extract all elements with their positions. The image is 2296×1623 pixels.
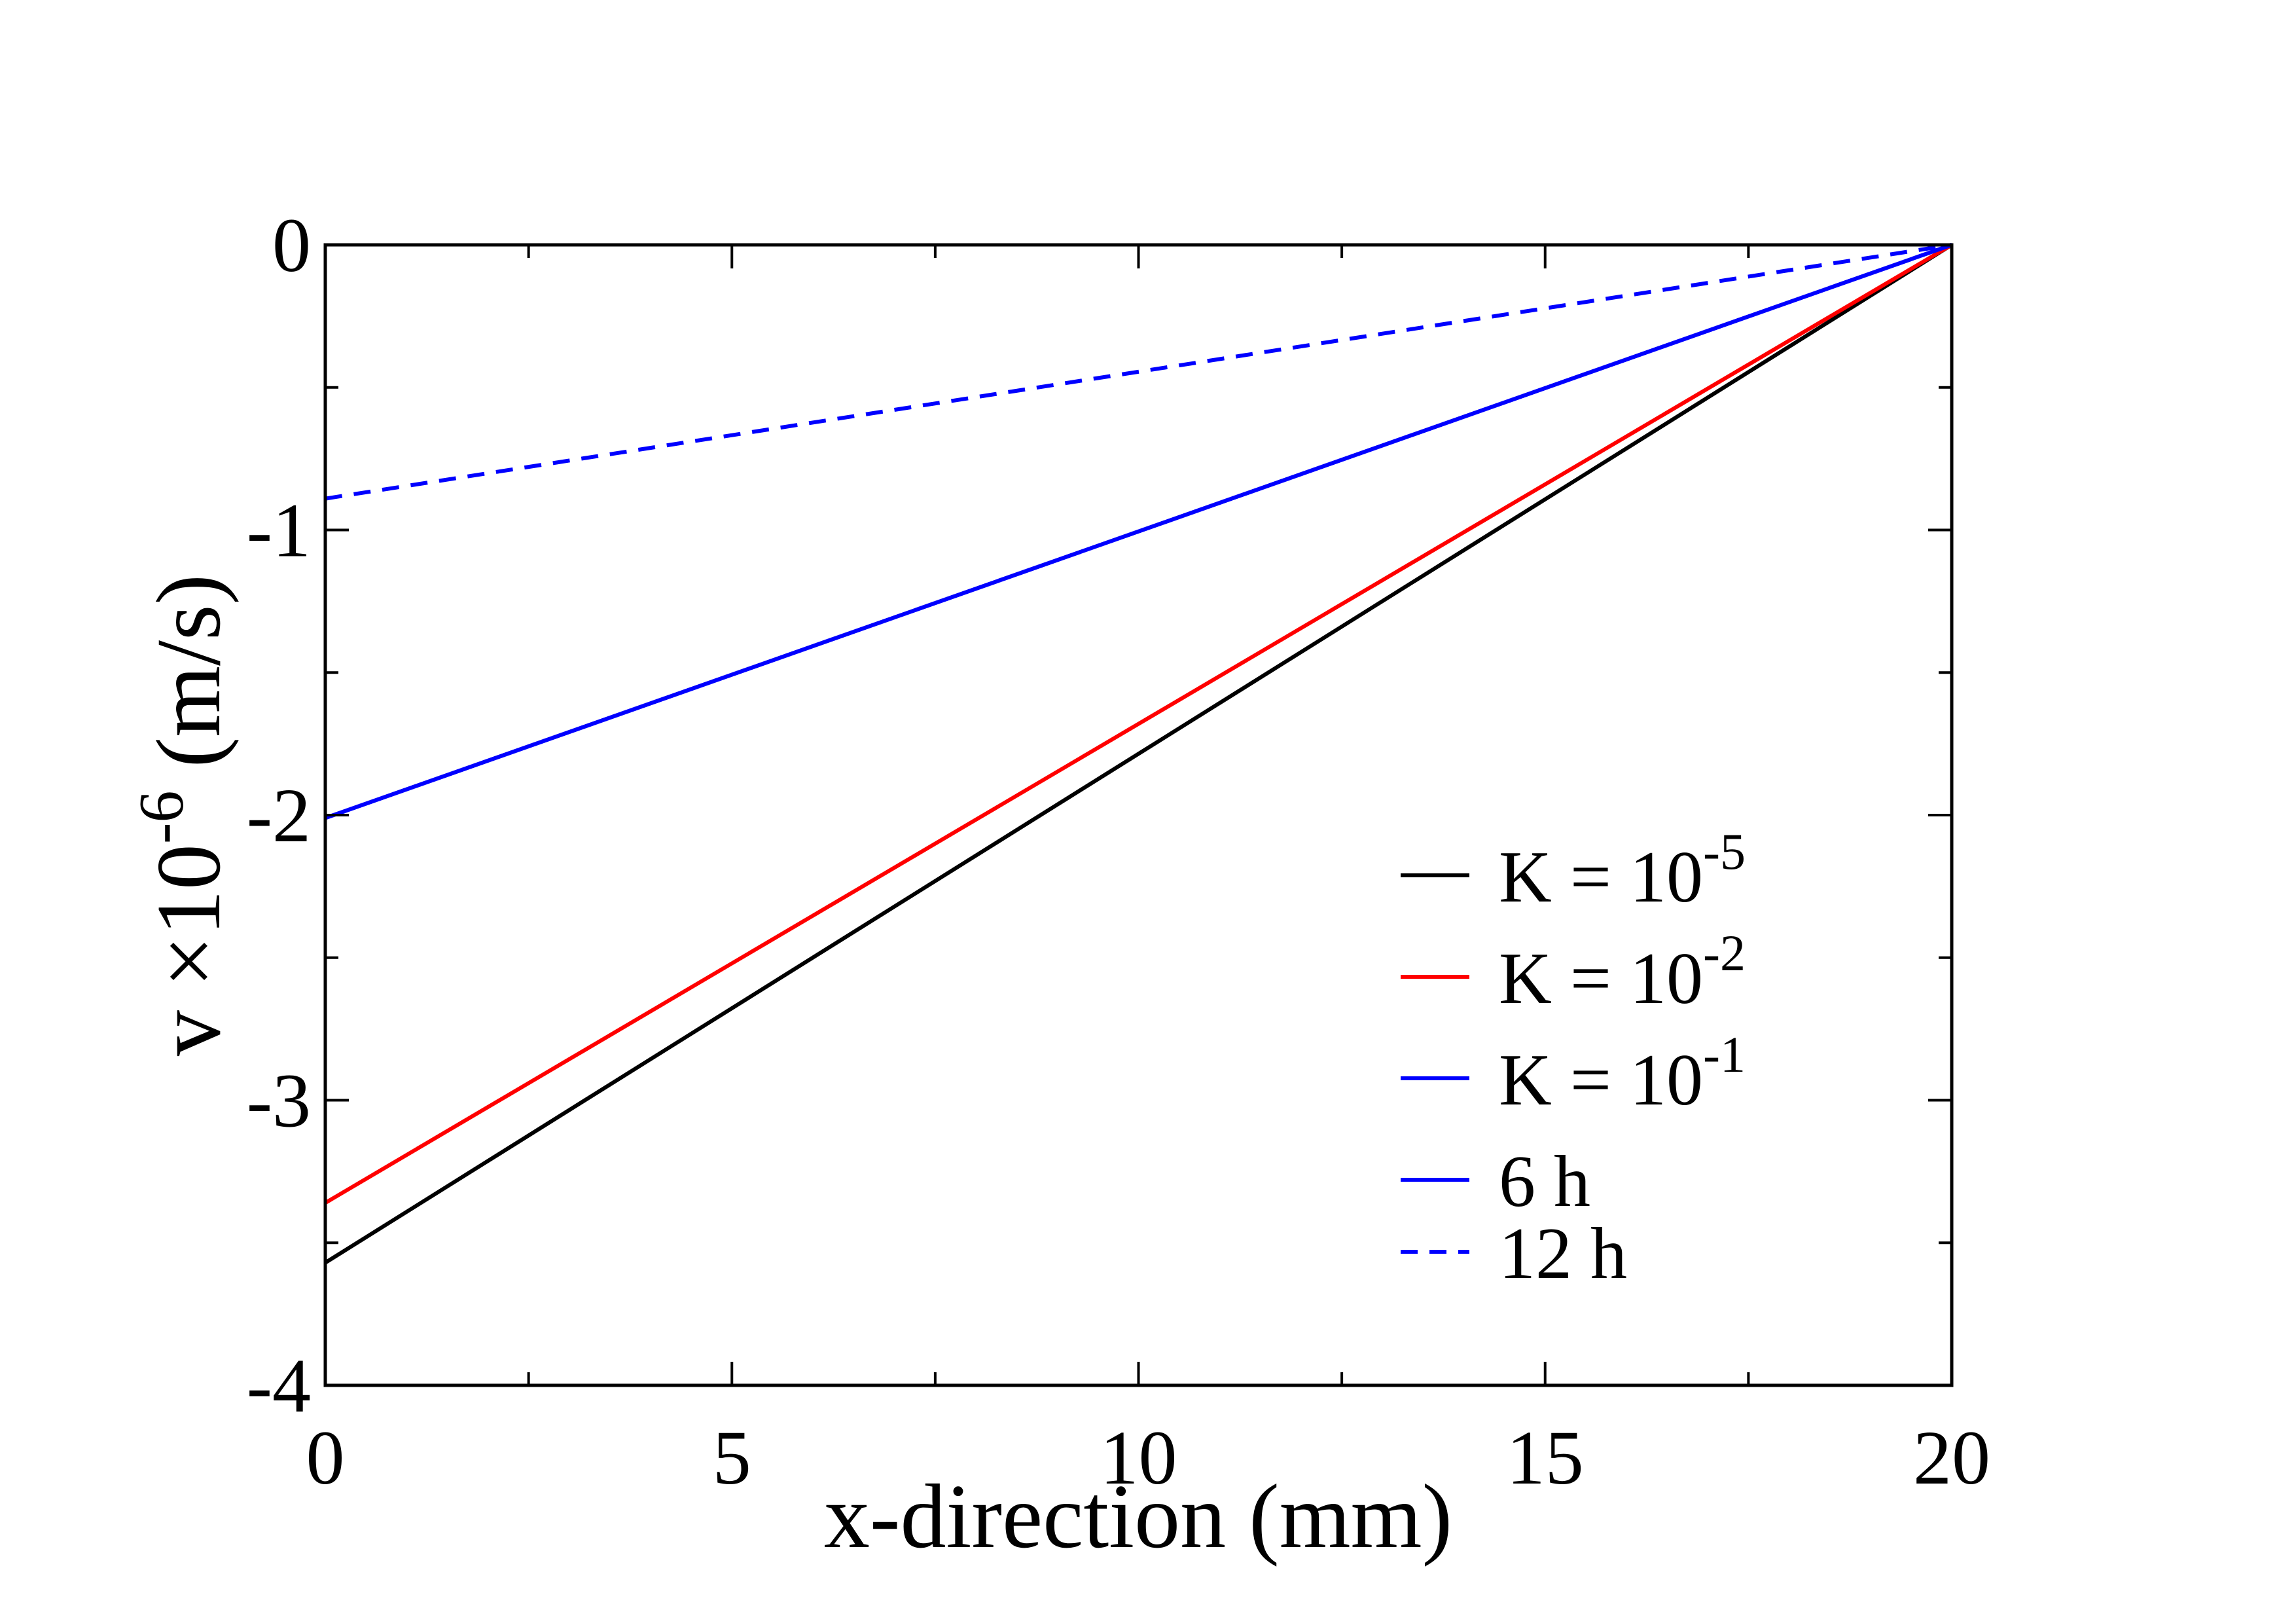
legend-label-0: K = 10-5 bbox=[1499, 823, 1746, 918]
x-tick-label: 0 bbox=[306, 1415, 345, 1501]
y-axis-label-main: v ×10 bbox=[138, 844, 240, 1056]
y-tick-label: -1 bbox=[247, 488, 311, 574]
y-axis-label: v ×10-6 (m/s) bbox=[126, 574, 240, 1056]
x-tick-label: 10 bbox=[1100, 1415, 1177, 1501]
y-tick-label: -4 bbox=[247, 1343, 311, 1429]
y-tick-label: 0 bbox=[272, 202, 311, 288]
legend-label-4: 12 h bbox=[1499, 1213, 1627, 1294]
y-tick-label: -3 bbox=[247, 1058, 311, 1144]
series-layer bbox=[324, 243, 1953, 1265]
legend-label-1: K = 10-2 bbox=[1499, 924, 1746, 1019]
series-line-4 bbox=[325, 243, 1952, 501]
series-line-3 bbox=[325, 243, 1952, 820]
y-axis-label-unit: (m/s) bbox=[138, 574, 240, 791]
x-tick-label: 15 bbox=[1507, 1415, 1584, 1501]
legend-label-2: K = 10-1 bbox=[1499, 1026, 1746, 1121]
y-axis-label-exponent: -6 bbox=[126, 790, 197, 844]
tick-layer: 0 5 10 15 20 -4 -3 -2 -1 0 bbox=[247, 202, 1990, 1501]
series-line-0 bbox=[324, 243, 1953, 1265]
legend: K = 10-5K = 10-2K = 10-1 6 h12 h bbox=[1401, 823, 1746, 1294]
legend-label-3: 6 h bbox=[1499, 1141, 1590, 1222]
x-tick-label: 20 bbox=[1913, 1415, 1990, 1501]
x-axis-label: x-direction (mm) bbox=[824, 1466, 1452, 1567]
x-tick-label: 5 bbox=[713, 1415, 751, 1501]
series-line-1 bbox=[324, 243, 1953, 1205]
y-tick-label: -2 bbox=[247, 773, 311, 858]
